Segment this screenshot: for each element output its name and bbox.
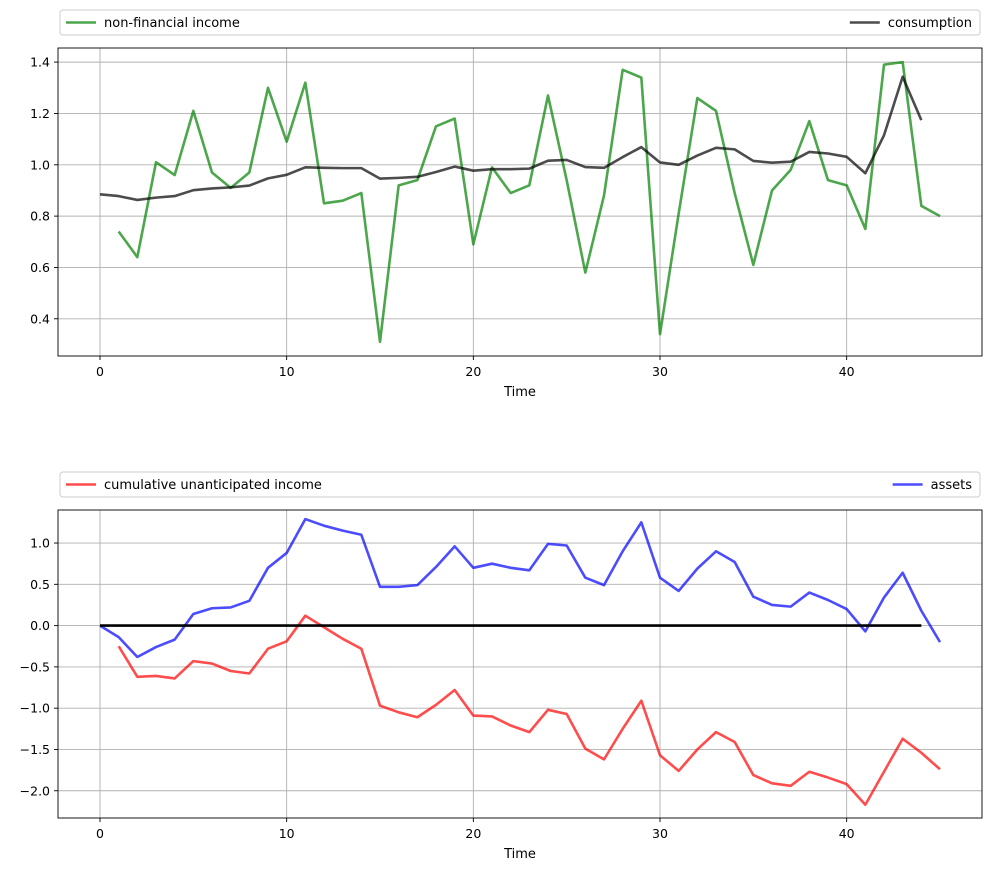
- legend-label: cumulative unanticipated income: [104, 478, 322, 493]
- series-line-cumulative-unanticipated-income: [117, 614, 941, 807]
- x-tick-label: 10: [279, 826, 295, 841]
- legend-entry-non-financial-income: non-financial income: [66, 16, 240, 31]
- legend: non-financial income consumption: [59, 9, 981, 36]
- series-line-assets: [99, 517, 942, 659]
- plot-frame: [57, 47, 983, 357]
- x-axis-label: Time: [503, 385, 536, 400]
- legend-label: non-financial income: [104, 16, 240, 31]
- x-tick-label: 40: [839, 364, 855, 379]
- y-tick-label: 0.5: [30, 577, 50, 592]
- legend-box: [59, 9, 981, 36]
- x-tick-label: 20: [465, 826, 481, 841]
- y-tick-label: −2.0: [20, 783, 50, 798]
- x-tick-label: 40: [839, 826, 855, 841]
- y-tick-label: −1.5: [20, 742, 50, 757]
- plot-frame: [57, 509, 983, 819]
- legend-label: assets: [931, 478, 973, 493]
- legend: cumulative unanticipated income assets: [59, 471, 981, 498]
- chart-panel-2: 0 10 20 30 40 −2.0 −1.5 −1.0 −0.5 0.0 0.5 1.0 Time cu…: [20, 471, 983, 862]
- x-tick-label: 0: [96, 826, 104, 841]
- y-tick-label: −1.0: [20, 701, 50, 716]
- x-tick-label: 10: [279, 364, 295, 379]
- y-tick-label: 1.0: [30, 157, 50, 172]
- y-tick-label: 0.6: [30, 260, 50, 275]
- legend-entry-assets: assets: [892, 478, 973, 493]
- y-tick-label: 0.8: [30, 209, 50, 224]
- y-tick-label: −0.5: [20, 659, 50, 674]
- legend-label: consumption: [888, 16, 972, 31]
- x-tick-label: 20: [465, 364, 481, 379]
- x-axis-label: Time: [503, 847, 536, 862]
- y-tick-label: 0.0: [30, 618, 50, 633]
- y-tick-label: 1.2: [30, 106, 50, 121]
- x-tick-label: 30: [652, 364, 668, 379]
- x-tick-label: 30: [652, 826, 668, 841]
- x-tick-label: 0: [96, 364, 104, 379]
- legend-entry-cumulative-unanticipated-income: cumulative unanticipated income: [66, 478, 322, 493]
- y-tick-label: 0.4: [30, 311, 50, 326]
- y-tick-label: 1.4: [30, 55, 50, 70]
- y-tick-label: 1.0: [30, 536, 50, 551]
- series-line-consumption: [99, 75, 923, 202]
- chart-panel-1: 0 10 20 30 40 0.4 0.6 0.8 1.0 1.2 1.4 Time non-finan…: [30, 9, 983, 400]
- series-line-non-financial-income: [117, 60, 941, 344]
- legend-box: [59, 471, 981, 498]
- legend-entry-consumption: consumption: [849, 16, 972, 31]
